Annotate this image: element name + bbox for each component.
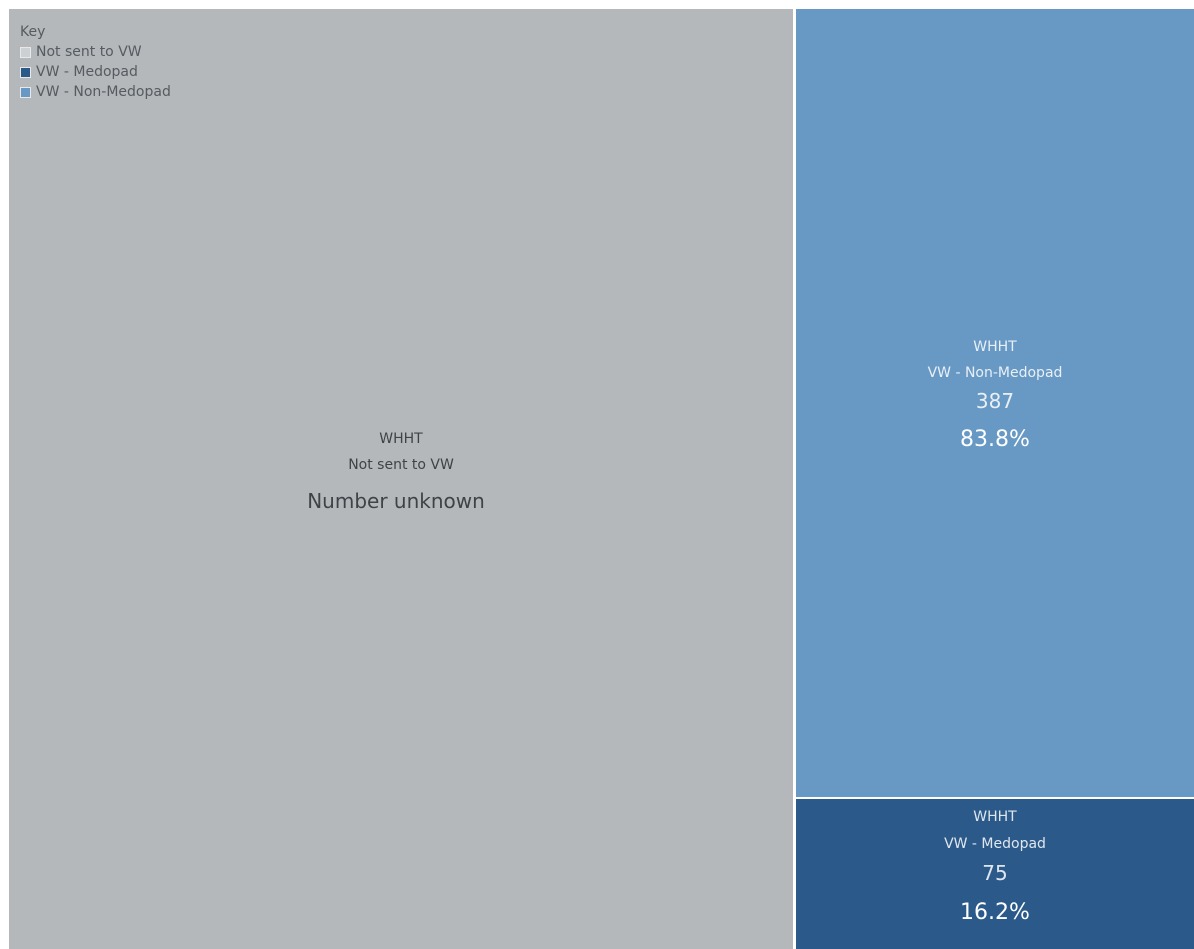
tile-value-label: 387: [976, 389, 1014, 413]
tile-category-label: VW - Medopad: [944, 836, 1046, 852]
legend: Key Not sent to VW VW - Medopad VW - Non…: [20, 22, 171, 102]
tile-value-label: Number unknown: [307, 489, 485, 513]
tile-group-label: WHHT: [379, 431, 423, 447]
tile-rect-not-sent-to-vw: [9, 9, 793, 949]
legend-swatch: [20, 46, 31, 58]
tile-percent-label: 83.8%: [960, 427, 1030, 452]
tile-rect-vw-non-medopad: [796, 9, 1194, 797]
tile-vw-non-medopad: WHHT VW - Non-Medopad 387 83.8%: [796, 9, 1194, 797]
tile-rect-vw-medopad: [796, 799, 1194, 949]
legend-swatch: [20, 86, 31, 98]
legend-title: Key: [20, 24, 46, 40]
legend-swatch: [20, 66, 31, 78]
legend-label: VW - Medopad: [36, 64, 138, 80]
legend-item-vw-medopad: VW - Medopad: [20, 62, 171, 82]
tile-category-label: VW - Non-Medopad: [928, 365, 1063, 381]
tile-not-sent-to-vw: WHHT Not sent to VW Number unknown: [9, 9, 793, 949]
tile-category-label: Not sent to VW: [348, 457, 454, 473]
legend-label: Not sent to VW: [36, 44, 142, 60]
legend-item-not-sent-to-vw: Not sent to VW: [20, 42, 171, 62]
tile-group-label: WHHT: [973, 809, 1017, 825]
legend-label: VW - Non-Medopad: [36, 84, 171, 100]
tile-percent-label: 16.2%: [960, 900, 1030, 925]
tile-value-label: 75: [982, 861, 1007, 885]
tile-group-label: WHHT: [973, 339, 1017, 355]
legend-item-vw-non-medopad: VW - Non-Medopad: [20, 82, 171, 102]
tile-vw-medopad: WHHT VW - Medopad 75 16.2%: [796, 799, 1194, 949]
